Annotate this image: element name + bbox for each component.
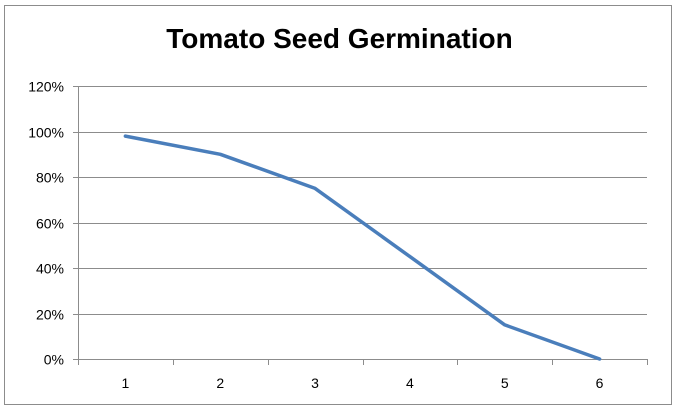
y-tick-label-6: 120% — [28, 79, 64, 95]
x-tick-label-0: 1 — [122, 375, 130, 391]
series-line-0 — [123, 134, 602, 361]
series-group — [123, 134, 602, 361]
y-tick-label-0: 0% — [44, 352, 64, 368]
chart-title: Tomato Seed Germination — [166, 23, 513, 54]
x-tick-label-3: 4 — [406, 375, 414, 391]
y-tick-label-1: 20% — [36, 307, 64, 323]
y-axis-tick-labels: 0% 20% 40% 60% 80% 100% 120% — [28, 79, 64, 368]
y-tick-label-5: 100% — [28, 125, 64, 141]
x-axis-tick-labels: 1 2 3 4 5 6 — [122, 375, 604, 391]
gridlines — [78, 86, 647, 315]
y-tick-label-4: 80% — [36, 170, 64, 186]
x-tick-label-5: 6 — [596, 375, 604, 391]
x-tick-label-4: 5 — [501, 375, 509, 391]
y-tick-label-3: 60% — [36, 216, 64, 232]
y-tick-label-2: 40% — [36, 261, 64, 277]
x-tick-label-2: 3 — [311, 375, 319, 391]
x-tick-label-1: 2 — [216, 375, 224, 391]
axes — [73, 86, 648, 365]
